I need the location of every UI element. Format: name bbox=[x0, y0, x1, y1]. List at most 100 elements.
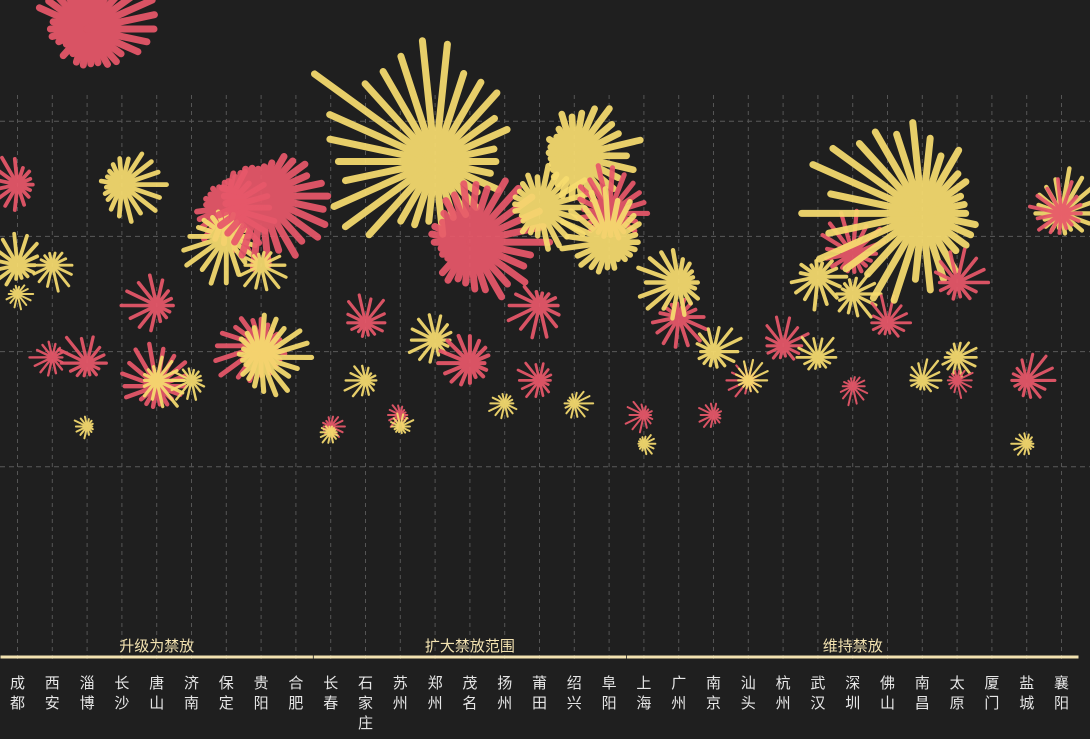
burst-ray bbox=[711, 327, 734, 354]
city-label-扬州: 扬州 bbox=[497, 674, 512, 712]
burst-ray bbox=[0, 259, 20, 268]
burst-绍兴-33 bbox=[545, 105, 644, 211]
burst-武汉-47 bbox=[795, 336, 838, 371]
burst-ray bbox=[35, 348, 54, 359]
burst-郑州-26 bbox=[407, 313, 453, 364]
burst-汕头-44 bbox=[734, 358, 769, 394]
burst-ray bbox=[418, 338, 437, 362]
burst-ray bbox=[518, 303, 542, 331]
burst-ray bbox=[15, 176, 33, 187]
burst-ray bbox=[1017, 442, 1028, 456]
burst-ray bbox=[781, 326, 800, 348]
burst-ray bbox=[39, 356, 54, 374]
burst-ray bbox=[500, 402, 506, 420]
burst-ray bbox=[632, 400, 645, 416]
burst-ray bbox=[357, 293, 368, 325]
burst-ray bbox=[506, 303, 542, 323]
burst-ray bbox=[774, 315, 785, 348]
burst-ray bbox=[812, 337, 820, 359]
burst-ray bbox=[747, 362, 764, 382]
city-label-绍兴: 绍兴 bbox=[567, 674, 582, 712]
burst-ray bbox=[1025, 440, 1033, 445]
burst-ray bbox=[524, 361, 541, 382]
burst-ray bbox=[800, 336, 820, 359]
burst-淄博-7 bbox=[73, 415, 94, 440]
burst-ray bbox=[431, 40, 451, 166]
burst-扬州-29 bbox=[488, 393, 518, 420]
burst-成都-1 bbox=[0, 231, 40, 287]
city-label-长沙: 长沙 bbox=[114, 674, 129, 712]
burst-ray bbox=[243, 263, 263, 288]
burst-ray bbox=[948, 250, 959, 285]
burst-ray bbox=[851, 292, 873, 319]
burst-ray bbox=[431, 145, 498, 166]
burst-ray bbox=[955, 256, 979, 285]
city-label-保定: 保定 bbox=[219, 674, 234, 712]
burst-ray bbox=[50, 263, 73, 276]
burst-ray bbox=[445, 338, 472, 366]
burst-太原-54 bbox=[941, 341, 978, 379]
burst-成都-0 bbox=[0, 155, 35, 212]
burst-ray bbox=[0, 237, 20, 268]
burst-ray bbox=[155, 359, 174, 383]
burst-ray bbox=[956, 371, 974, 382]
burst-ray bbox=[351, 379, 367, 398]
burst-ray bbox=[698, 413, 715, 423]
burst-南京-42 bbox=[698, 402, 722, 428]
city-label-阜阳: 阜阳 bbox=[602, 674, 617, 712]
burst-ray bbox=[921, 379, 939, 389]
burst-茂名-28 bbox=[436, 333, 491, 387]
burst-ray bbox=[1025, 366, 1054, 382]
burst-莆田-31 bbox=[506, 284, 561, 340]
burst-ray bbox=[46, 263, 54, 288]
burst-ray bbox=[747, 358, 755, 382]
burst-ray bbox=[1025, 354, 1048, 382]
burst-ray bbox=[851, 385, 869, 395]
burst-ray bbox=[1035, 193, 1064, 216]
burst-ray bbox=[955, 247, 967, 285]
burst-ray bbox=[155, 378, 179, 408]
burst-ray bbox=[0, 169, 20, 187]
burst-ray bbox=[956, 379, 963, 399]
burst-ray bbox=[910, 366, 924, 382]
burst-盐城-58 bbox=[1010, 432, 1035, 456]
burst-ray bbox=[64, 335, 89, 365]
burst-南京-41 bbox=[695, 326, 743, 369]
burst-ray bbox=[851, 379, 866, 388]
burst-ray bbox=[816, 266, 839, 279]
burst-石家庄-22 bbox=[343, 364, 378, 398]
burst-苏州-24 bbox=[390, 412, 415, 435]
burst-阜阳-36 bbox=[559, 186, 642, 275]
burst-ray bbox=[676, 315, 690, 348]
burst-ray bbox=[1059, 180, 1074, 216]
burst-ray bbox=[85, 353, 106, 365]
group-brackets: 升级为禁放 扩大禁放范围 维持禁放 bbox=[0, 637, 1079, 659]
burst-ray bbox=[706, 327, 716, 354]
burst-上海-38 bbox=[637, 434, 657, 456]
burst-ray bbox=[86, 422, 94, 428]
burst-ray bbox=[886, 312, 909, 325]
bursts bbox=[0, 0, 1090, 456]
burst-ray bbox=[83, 11, 158, 33]
city-label-合肥: 合肥 bbox=[288, 674, 303, 712]
city-label-淄博: 淄博 bbox=[80, 674, 95, 712]
burst-ray bbox=[379, 68, 439, 166]
burst-ray bbox=[921, 358, 929, 382]
burst-ray bbox=[410, 327, 437, 342]
burst-ray bbox=[363, 297, 373, 325]
burst-成都-2 bbox=[5, 284, 35, 311]
burst-ray bbox=[259, 263, 269, 292]
burst-ray bbox=[676, 315, 702, 343]
burst-ray bbox=[820, 232, 855, 256]
burst-ray bbox=[353, 365, 367, 382]
burst-ray bbox=[938, 259, 959, 285]
burst-ray bbox=[886, 304, 903, 325]
burst-ray bbox=[311, 70, 439, 166]
burst-ray bbox=[148, 273, 159, 308]
burst-ray bbox=[172, 370, 193, 382]
burst-ray bbox=[50, 263, 60, 293]
burst-ray bbox=[816, 337, 824, 359]
burst-ray bbox=[673, 315, 681, 349]
city-label-武汉: 武汉 bbox=[810, 674, 825, 712]
burst-ray bbox=[879, 294, 889, 325]
